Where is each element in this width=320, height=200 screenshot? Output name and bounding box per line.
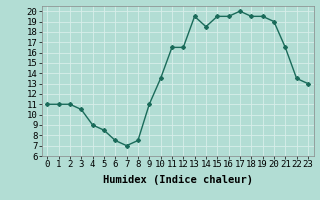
X-axis label: Humidex (Indice chaleur): Humidex (Indice chaleur) [103, 175, 252, 185]
